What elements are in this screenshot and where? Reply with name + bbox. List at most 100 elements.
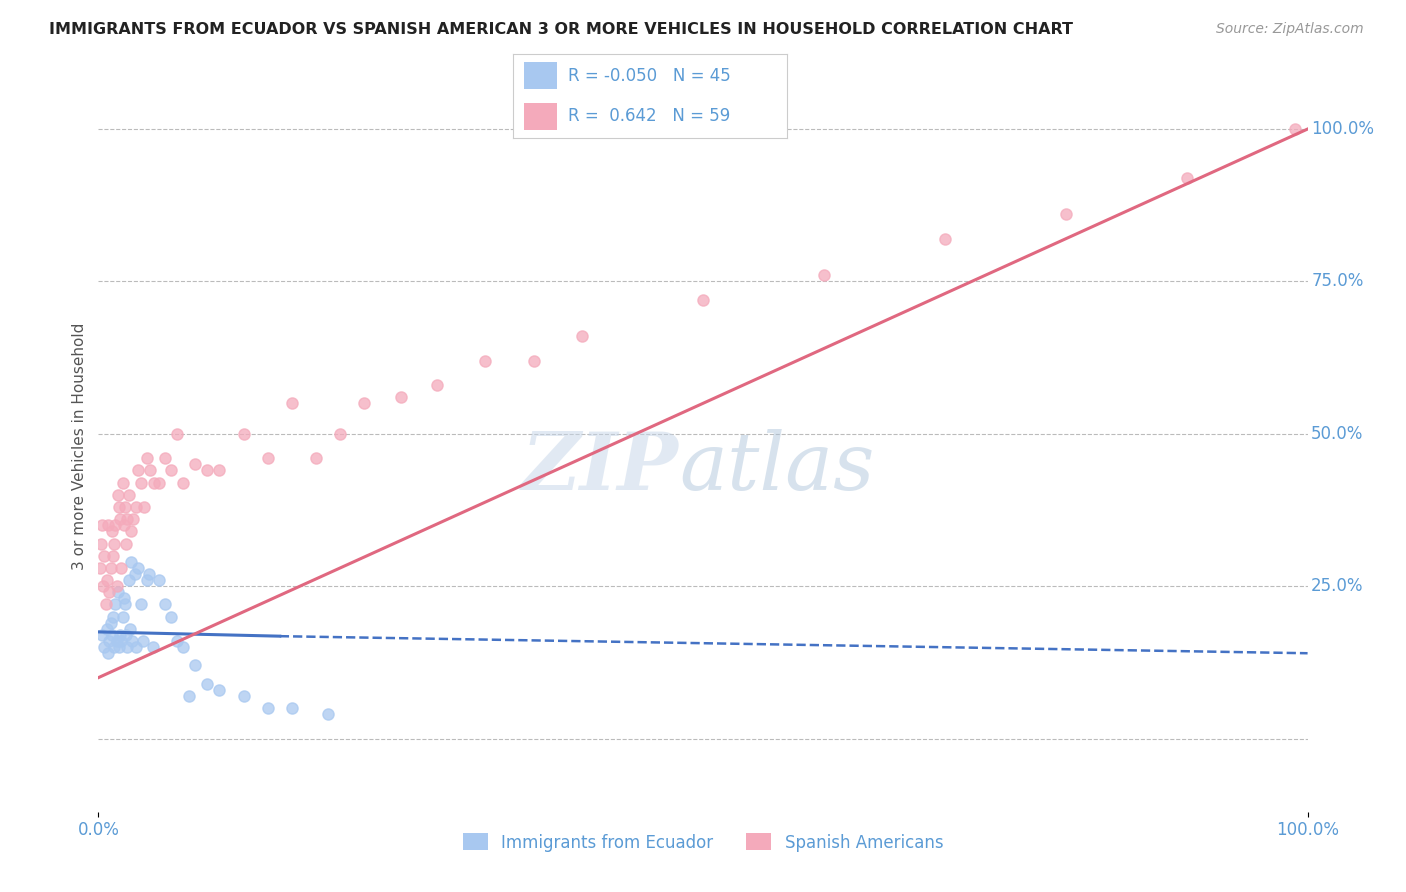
Point bbox=[1284, 122, 1306, 136]
Point bbox=[135, 451, 157, 466]
Point bbox=[172, 640, 194, 655]
Point bbox=[281, 701, 304, 715]
Point bbox=[124, 567, 146, 582]
Text: atlas: atlas bbox=[679, 429, 875, 507]
Point bbox=[692, 293, 714, 307]
Point bbox=[256, 451, 278, 466]
Point bbox=[305, 451, 328, 466]
Point bbox=[98, 634, 121, 648]
Point bbox=[100, 561, 122, 575]
Point bbox=[148, 573, 170, 587]
Point bbox=[114, 500, 136, 514]
Point bbox=[179, 689, 201, 703]
Point bbox=[389, 390, 412, 404]
Point bbox=[108, 640, 131, 655]
Point bbox=[153, 451, 176, 466]
Point bbox=[117, 512, 139, 526]
Point bbox=[148, 475, 170, 490]
Point bbox=[100, 615, 122, 630]
Point bbox=[139, 463, 162, 477]
Point bbox=[208, 463, 231, 477]
Point bbox=[166, 426, 188, 441]
Bar bbox=[524, 62, 557, 89]
Point bbox=[97, 646, 120, 660]
Point bbox=[96, 622, 118, 636]
Point bbox=[103, 640, 125, 655]
Point bbox=[316, 707, 339, 722]
Point bbox=[571, 329, 593, 343]
Point bbox=[111, 609, 134, 624]
Point bbox=[127, 561, 149, 575]
Point bbox=[93, 640, 115, 655]
Point bbox=[107, 488, 129, 502]
Point bbox=[125, 500, 148, 514]
Point bbox=[1054, 207, 1077, 221]
Legend: Immigrants from Ecuador, Spanish Americans: Immigrants from Ecuador, Spanish America… bbox=[456, 827, 950, 858]
Point bbox=[129, 598, 152, 612]
Point bbox=[208, 682, 231, 697]
Point bbox=[114, 598, 136, 612]
Point bbox=[120, 555, 142, 569]
Point bbox=[172, 475, 194, 490]
Point bbox=[115, 536, 138, 550]
Point bbox=[108, 512, 131, 526]
Point bbox=[166, 634, 188, 648]
Point bbox=[195, 463, 218, 477]
Point bbox=[281, 396, 304, 410]
Point bbox=[101, 609, 124, 624]
Point bbox=[110, 561, 132, 575]
Point bbox=[104, 598, 127, 612]
Point bbox=[91, 579, 114, 593]
Point bbox=[523, 353, 546, 368]
Point bbox=[143, 475, 166, 490]
Point bbox=[426, 378, 449, 392]
Point bbox=[89, 561, 111, 575]
Text: IMMIGRANTS FROM ECUADOR VS SPANISH AMERICAN 3 OR MORE VEHICLES IN HOUSEHOLD CORR: IMMIGRANTS FROM ECUADOR VS SPANISH AMERI… bbox=[49, 22, 1073, 37]
Point bbox=[118, 488, 141, 502]
Text: 50.0%: 50.0% bbox=[1312, 425, 1364, 442]
Point bbox=[100, 628, 122, 642]
Point bbox=[160, 609, 183, 624]
Point bbox=[96, 573, 118, 587]
Text: R = -0.050   N = 45: R = -0.050 N = 45 bbox=[568, 67, 731, 85]
Point bbox=[1175, 170, 1198, 185]
Point bbox=[118, 622, 141, 636]
Text: ZIP: ZIP bbox=[522, 429, 679, 507]
Point bbox=[120, 524, 142, 539]
Point bbox=[813, 268, 835, 283]
Point bbox=[232, 689, 254, 703]
Point bbox=[142, 640, 165, 655]
Point bbox=[256, 701, 278, 715]
Text: 25.0%: 25.0% bbox=[1312, 577, 1364, 595]
Y-axis label: 3 or more Vehicles in Household: 3 or more Vehicles in Household bbox=[72, 322, 87, 570]
Point bbox=[110, 634, 132, 648]
Point bbox=[103, 536, 125, 550]
Point bbox=[125, 640, 148, 655]
Point bbox=[934, 232, 956, 246]
Point bbox=[127, 463, 149, 477]
Point bbox=[100, 524, 122, 539]
Point bbox=[108, 628, 131, 642]
Point bbox=[117, 640, 139, 655]
Point bbox=[474, 353, 496, 368]
Point bbox=[121, 634, 143, 648]
Point bbox=[138, 567, 160, 582]
Point bbox=[104, 518, 127, 533]
Point bbox=[107, 585, 129, 599]
Point bbox=[93, 549, 115, 563]
Point bbox=[91, 628, 114, 642]
Point bbox=[108, 500, 131, 514]
Point bbox=[98, 585, 121, 599]
Point bbox=[118, 573, 141, 587]
Point bbox=[122, 512, 145, 526]
Point bbox=[132, 634, 155, 648]
Point bbox=[353, 396, 375, 410]
Point bbox=[329, 426, 352, 441]
Point bbox=[153, 598, 176, 612]
Text: R =  0.642   N = 59: R = 0.642 N = 59 bbox=[568, 107, 730, 125]
Point bbox=[160, 463, 183, 477]
Point bbox=[184, 658, 207, 673]
Point bbox=[184, 457, 207, 471]
Bar bbox=[524, 103, 557, 130]
Point bbox=[195, 676, 218, 690]
